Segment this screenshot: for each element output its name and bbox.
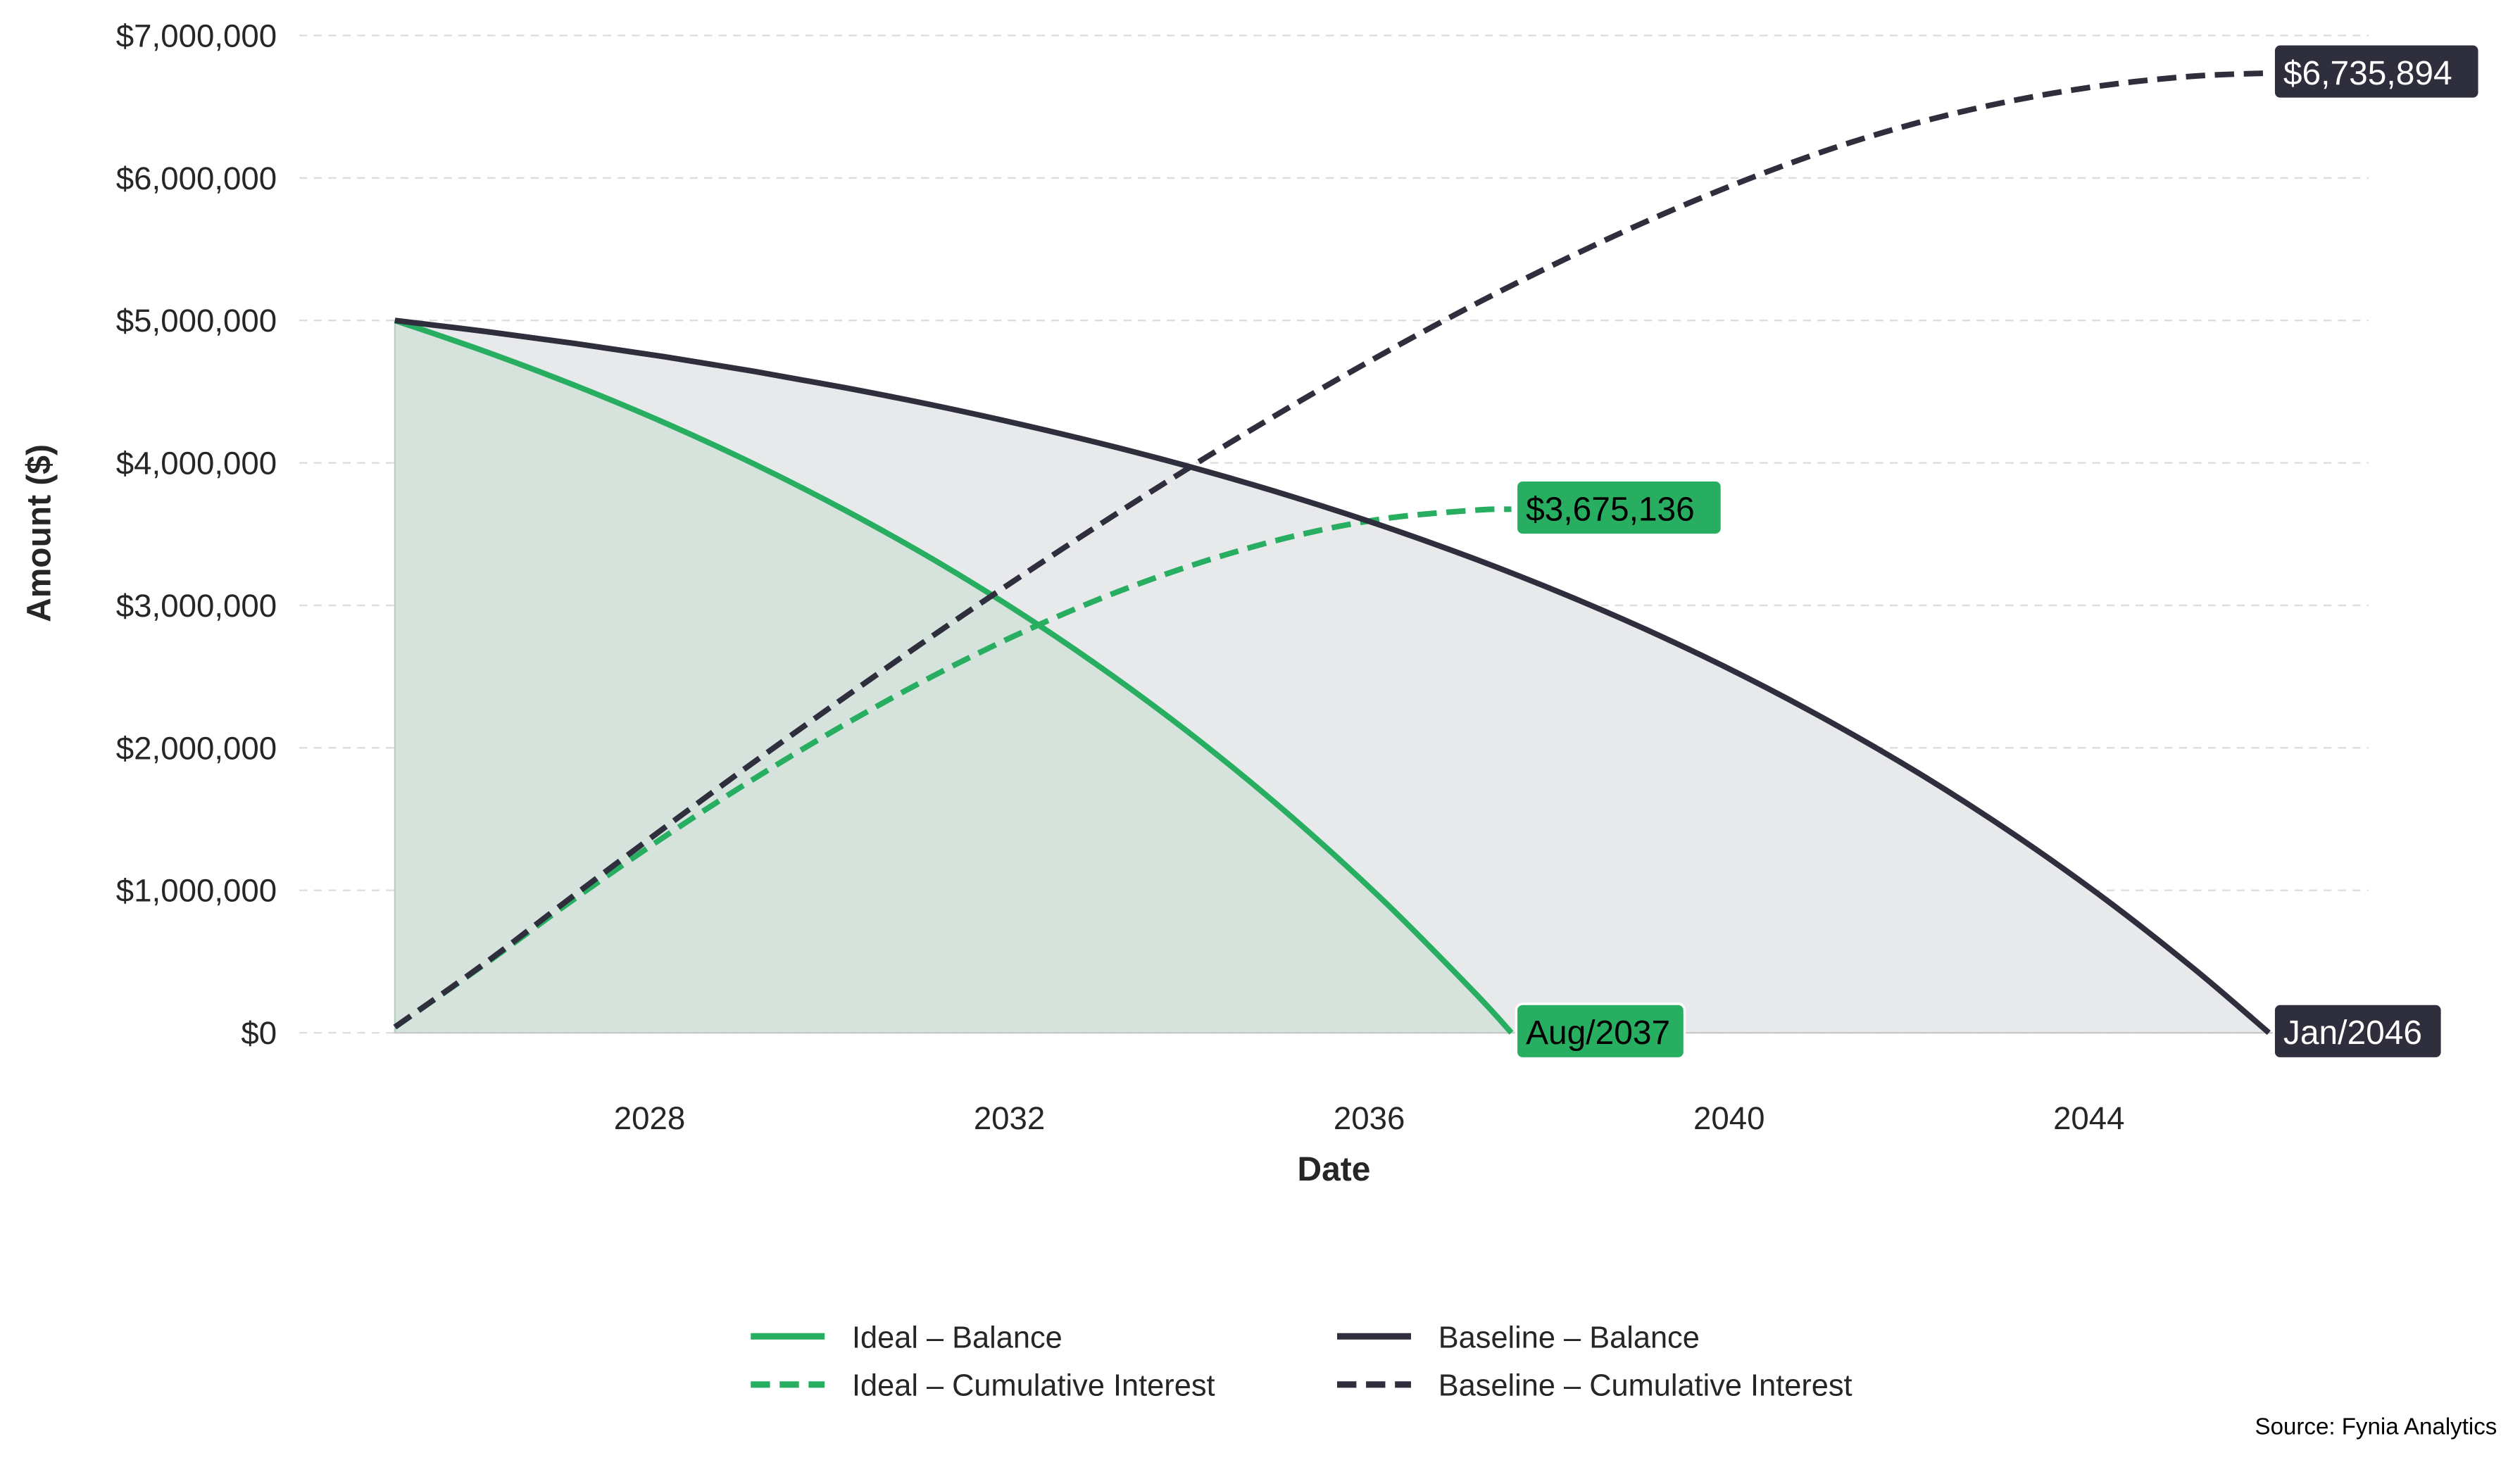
legend: Ideal – Balance Ideal – Cumulative Intere… <box>751 1321 1853 1403</box>
legend-item: Baseline – Balance <box>1337 1321 1700 1354</box>
annotation-box <box>1515 1002 1686 1060</box>
y-tick-label: $5,000,000 <box>116 303 277 339</box>
legend-label: Ideal – Cumulative Interest <box>852 1369 1215 1403</box>
annotation-box <box>1515 479 1724 536</box>
annotation-text: $6,735,894 <box>2283 55 2452 92</box>
ideal-cumulative-interestline <box>393 506 1512 1030</box>
series-lines <box>393 70 2271 1036</box>
annotation-label: $3,675,136 <box>1515 479 1724 536</box>
y-tick-label: $6,000,000 <box>116 161 277 196</box>
annotation-label: $6,735,894 <box>2272 43 2481 101</box>
legend-item: Ideal – Cumulative Interest <box>751 1369 1215 1403</box>
end-annotations: $3,675,136 Aug/2037 $6,735,894 Jan/2046 <box>1515 43 2481 1060</box>
annotation-label: Aug/2037 <box>1515 1002 1686 1060</box>
baseline-balanceline <box>394 317 2271 1036</box>
y-axis-label: Amount ($) <box>20 444 58 622</box>
y-tick-label: $2,000,000 <box>116 730 277 766</box>
x-tick-label: 2040 <box>1693 1100 1764 1136</box>
y-tick-label: $1,000,000 <box>116 873 277 909</box>
annotation-label: Jan/2046 <box>2272 1002 2444 1060</box>
annotation-text: Jan/2046 <box>2283 1014 2422 1052</box>
y-tick-label: $4,000,000 <box>116 446 277 482</box>
x-tick-label: 2044 <box>2053 1100 2124 1136</box>
baseline-cumulative-interestline <box>393 70 2269 1030</box>
legend-label: Baseline – Balance <box>1438 1321 1700 1354</box>
annotation-text: Aug/2037 <box>1526 1014 1670 1052</box>
x-axis-label: Date <box>1298 1151 1371 1188</box>
area-fills <box>394 319 2369 1034</box>
legend-item: Baseline – Cumulative Interest <box>1337 1369 1853 1403</box>
x-tick-label: 2036 <box>1334 1100 1405 1136</box>
y-tick-label: $7,000,000 <box>116 18 277 54</box>
annotation-text: $3,675,136 <box>1526 491 1695 528</box>
annotation-box <box>2272 43 2481 101</box>
y-axis-ticks: $0 $1,000,000 $2,000,000 $3,000,000 $4,000,0… <box>116 18 277 1051</box>
y-tick-label: $3,000,000 <box>116 588 277 624</box>
y-tick-label: $0 <box>241 1015 277 1051</box>
legend-item: Ideal – Balance <box>751 1321 1062 1354</box>
source-note: Source: Fynia Analytics <box>2255 1414 2497 1440</box>
x-axis-ticks: 2028 2032 2036 2040 2044 <box>614 1100 2125 1136</box>
x-tick-label: 2028 <box>614 1100 686 1136</box>
legend-label: Baseline – Cumulative Interest <box>1438 1369 1853 1403</box>
annotation-box <box>2272 1002 2444 1060</box>
x-tick-label: 2032 <box>974 1100 1046 1136</box>
legend-label: Ideal – Balance <box>852 1321 1062 1354</box>
